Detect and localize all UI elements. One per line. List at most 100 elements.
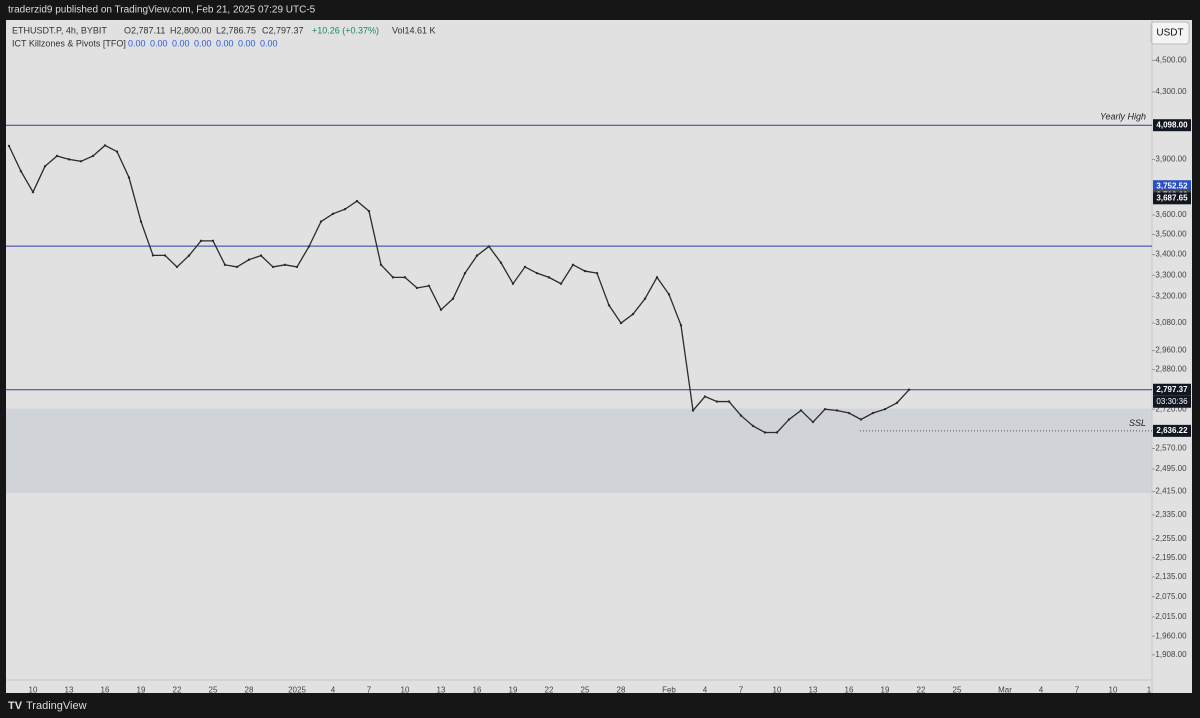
price-point bbox=[67, 158, 71, 161]
price-point bbox=[7, 144, 11, 148]
price-point bbox=[199, 239, 203, 243]
x-tick-label: 22 bbox=[545, 685, 554, 694]
x-tick-label: 19 bbox=[509, 685, 518, 694]
price-point bbox=[31, 190, 35, 194]
x-tick-label: 28 bbox=[245, 685, 254, 694]
price-point bbox=[607, 304, 611, 307]
price-point bbox=[439, 308, 443, 311]
y-tick-label: 2,015.00 bbox=[1155, 612, 1187, 621]
price-point bbox=[547, 276, 551, 279]
price-point bbox=[775, 431, 779, 434]
price-point bbox=[655, 276, 659, 279]
price-point bbox=[583, 269, 587, 273]
price-point bbox=[799, 409, 803, 412]
brand-logo: TV bbox=[8, 700, 23, 712]
price-badge-label: 4,098.00 bbox=[1156, 120, 1188, 129]
ohlc-value: H2,800.00 bbox=[170, 25, 212, 35]
y-tick-label: 1,960.00 bbox=[1155, 631, 1187, 640]
price-point bbox=[523, 265, 527, 269]
x-tick-label: 1 bbox=[1147, 685, 1152, 694]
ssl-label: SSL bbox=[1129, 418, 1146, 428]
x-tick-label: 4 bbox=[1039, 685, 1044, 694]
y-tick-label: 2,075.00 bbox=[1155, 592, 1187, 601]
volume: Vol14.61 K bbox=[392, 25, 436, 35]
price-point bbox=[895, 401, 899, 405]
price-badge bbox=[1153, 180, 1191, 193]
price-point bbox=[295, 265, 299, 269]
y-tick-label: 2,570.00 bbox=[1155, 444, 1187, 453]
price-badge-label: 3,687.65 bbox=[1156, 193, 1188, 202]
price-point bbox=[127, 176, 131, 179]
price-point bbox=[319, 220, 323, 223]
indicator-value: 0.00 bbox=[260, 38, 278, 48]
price-point bbox=[535, 271, 539, 275]
price-point bbox=[631, 312, 635, 316]
price-point bbox=[307, 245, 311, 248]
indicator-value: 0.00 bbox=[194, 38, 212, 48]
y-tick-label: 3,400.00 bbox=[1155, 250, 1187, 259]
indicator-value: 0.00 bbox=[238, 38, 256, 48]
x-tick-label: Mar bbox=[998, 685, 1012, 694]
x-tick-label: 22 bbox=[173, 685, 182, 694]
price-point bbox=[91, 154, 95, 158]
price-point bbox=[847, 411, 851, 415]
y-tick-label: 2,415.00 bbox=[1155, 487, 1187, 496]
price-point bbox=[739, 414, 743, 417]
price-point bbox=[187, 254, 191, 257]
y-tick-label: 3,600.00 bbox=[1155, 210, 1187, 219]
currency[interactable]: USDT bbox=[1156, 28, 1183, 39]
price-badge bbox=[1153, 383, 1191, 396]
brand: TradingView bbox=[26, 700, 87, 712]
price-line bbox=[8, 144, 910, 434]
change: +10.26 (+0.37%) bbox=[312, 25, 379, 35]
price-point bbox=[55, 154, 59, 158]
price-point bbox=[379, 263, 383, 267]
price-point bbox=[247, 258, 251, 261]
indicator-value: 0.00 bbox=[128, 38, 146, 48]
price-point bbox=[499, 261, 503, 264]
price-point bbox=[883, 407, 887, 411]
price-point bbox=[163, 254, 167, 257]
price-badge-label: 2,797.37 bbox=[1156, 385, 1188, 394]
y-tick-label: 3,200.00 bbox=[1155, 292, 1187, 301]
x-tick-label: Feb bbox=[662, 685, 676, 694]
y-tick-label: 3,500.00 bbox=[1155, 230, 1187, 239]
x-tick-label: 13 bbox=[65, 685, 74, 694]
price-point bbox=[103, 144, 107, 147]
ohlc-value: O2,787.11 bbox=[124, 25, 165, 35]
publisher: traderzid9 published on TradingView.com,… bbox=[8, 5, 316, 16]
price-point bbox=[79, 160, 83, 163]
price-point bbox=[463, 271, 467, 275]
price-point bbox=[391, 276, 395, 279]
x-tick-label: 25 bbox=[581, 685, 590, 694]
price-point bbox=[811, 420, 815, 424]
price-point bbox=[43, 165, 47, 168]
y-tick-label: 2,880.00 bbox=[1155, 365, 1187, 374]
price-point bbox=[691, 409, 695, 412]
y-tick-label: 3,080.00 bbox=[1155, 318, 1187, 327]
indicator: ICT Killzones & Pivots [TFO] bbox=[12, 38, 126, 48]
price-badge bbox=[1153, 424, 1191, 437]
x-tick-label: 10 bbox=[1109, 685, 1118, 694]
price-point bbox=[727, 400, 731, 403]
price-point bbox=[715, 400, 719, 403]
x-tick-label: 25 bbox=[953, 685, 962, 694]
currency-button[interactable] bbox=[1150, 21, 1190, 45]
price-badge bbox=[1153, 192, 1191, 205]
price-point bbox=[763, 431, 767, 434]
y-tick-label: 2,495.00 bbox=[1155, 464, 1187, 473]
price-point bbox=[571, 263, 575, 267]
ohlc-value: L2,786.75 bbox=[216, 25, 256, 35]
price-point bbox=[643, 297, 647, 300]
price-point bbox=[667, 293, 671, 296]
series-name: ETHUSDT.P, 4h, BYBIT bbox=[12, 25, 107, 35]
price-badge-label: 2,636.22 bbox=[1156, 426, 1188, 435]
x-tick-label: 7 bbox=[739, 685, 744, 694]
x-tick-label: 22 bbox=[917, 685, 926, 694]
indicator-value: 0.00 bbox=[150, 38, 168, 48]
price-point bbox=[415, 286, 419, 290]
x-tick-label: 19 bbox=[137, 685, 146, 694]
y-tick-label: 2,720.00 bbox=[1155, 404, 1187, 413]
price-badge bbox=[1153, 119, 1191, 132]
x-tick-label: 7 bbox=[367, 685, 372, 694]
